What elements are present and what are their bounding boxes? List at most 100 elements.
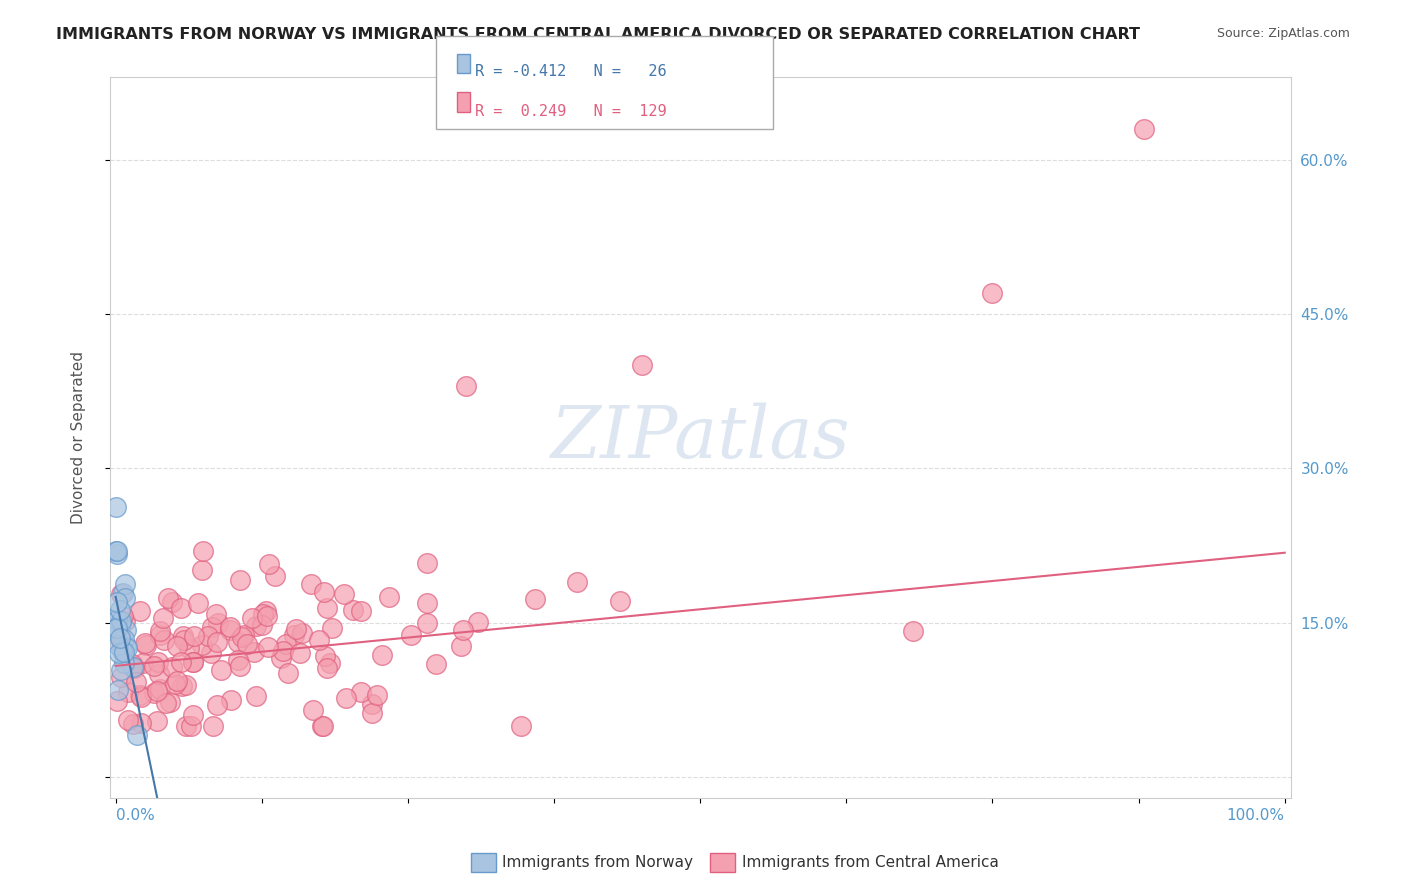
Point	[342, 603, 364, 617]
Point	[270, 651, 292, 665]
Point	[105, 595, 128, 609]
Point	[205, 635, 228, 649]
Point	[191, 638, 214, 652]
Point	[114, 623, 136, 637]
Point	[221, 693, 243, 707]
Point	[110, 614, 132, 628]
Point	[142, 658, 165, 673]
Point	[366, 688, 388, 702]
Point	[232, 628, 254, 642]
Point	[114, 656, 136, 670]
Point	[229, 573, 252, 587]
Text: IMMIGRANTS FROM NORWAY VS IMMIGRANTS FROM CENTRAL AMERICA DIVORCED OR SEPARATED : IMMIGRANTS FROM NORWAY VS IMMIGRANTS FRO…	[56, 27, 1140, 42]
Point	[124, 674, 146, 689]
Point	[250, 618, 273, 632]
Point	[312, 718, 335, 732]
Point	[416, 615, 439, 630]
Point	[115, 639, 138, 653]
Point	[291, 626, 314, 640]
Point	[219, 620, 242, 634]
Text: Source: ZipAtlas.com: Source: ZipAtlas.com	[1216, 27, 1350, 40]
Point	[181, 707, 204, 722]
Point	[264, 569, 287, 583]
Point	[166, 640, 188, 654]
Point	[108, 631, 131, 645]
Point	[200, 646, 222, 660]
Point	[360, 706, 382, 720]
Point	[148, 624, 170, 638]
Point	[148, 667, 170, 681]
Point	[524, 591, 547, 606]
Point	[901, 624, 924, 639]
Point	[110, 631, 132, 645]
Text: R = -0.412   N =   26: R = -0.412 N = 26	[475, 64, 666, 79]
Text: 0.0%: 0.0%	[115, 807, 155, 822]
Text: ZIPatlas: ZIPatlas	[550, 402, 851, 473]
Point	[117, 685, 139, 699]
Point	[117, 713, 139, 727]
Point	[333, 587, 356, 601]
Point	[231, 630, 253, 644]
Point	[107, 547, 129, 561]
Point	[229, 658, 252, 673]
Point	[156, 591, 179, 605]
Point	[319, 657, 342, 671]
Point	[271, 644, 294, 658]
Point	[159, 695, 181, 709]
Point	[451, 623, 474, 637]
Point	[288, 646, 311, 660]
Point	[361, 697, 384, 711]
Point	[219, 623, 242, 637]
Point	[146, 714, 169, 728]
Point	[371, 648, 394, 662]
Point	[110, 633, 132, 648]
Point	[609, 594, 631, 608]
Point	[111, 644, 134, 658]
Point	[257, 557, 280, 571]
Point	[122, 659, 145, 673]
Point	[256, 609, 278, 624]
Point	[153, 632, 176, 647]
Point	[172, 629, 194, 643]
Point	[122, 661, 145, 675]
Point	[226, 634, 249, 648]
Point	[510, 718, 533, 732]
Point	[236, 637, 259, 651]
Point	[112, 632, 135, 647]
Point	[170, 655, 193, 669]
Point	[183, 629, 205, 643]
Point	[143, 686, 166, 700]
Point	[174, 678, 197, 692]
Point	[565, 574, 588, 589]
Point	[401, 628, 423, 642]
Point	[105, 544, 128, 558]
Point	[202, 718, 225, 732]
Point	[149, 682, 172, 697]
Point	[315, 600, 337, 615]
Point	[191, 543, 214, 558]
Point	[110, 587, 132, 601]
Point	[132, 656, 155, 670]
Point	[105, 694, 128, 708]
Point	[135, 638, 157, 652]
Point	[349, 685, 371, 699]
Point	[111, 586, 134, 600]
Point	[107, 638, 129, 652]
Point	[425, 657, 447, 671]
Point	[312, 585, 335, 599]
Point	[187, 596, 209, 610]
Point	[162, 660, 184, 674]
Point	[207, 616, 229, 631]
Point	[121, 657, 143, 672]
Point	[110, 670, 132, 684]
Point	[173, 632, 195, 647]
Point	[209, 663, 232, 677]
Point	[245, 619, 267, 633]
Point	[146, 655, 169, 669]
Point	[114, 591, 136, 605]
Point	[254, 604, 277, 618]
Point	[630, 359, 652, 373]
Point	[110, 663, 132, 677]
Point	[378, 590, 401, 604]
Point	[134, 636, 156, 650]
